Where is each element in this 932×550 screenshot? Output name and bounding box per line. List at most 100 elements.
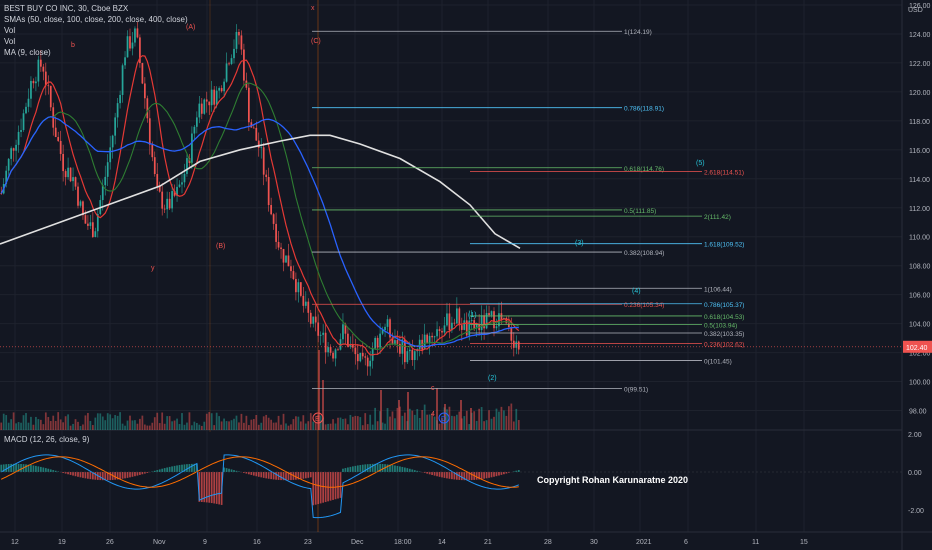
candle-body [349,343,352,347]
time-tick-label: 6 [684,539,688,546]
macd-histogram-bar [262,472,265,478]
volume-bar [181,413,183,430]
macd-histogram-bar [69,472,72,475]
candle-body [87,223,89,226]
macd-histogram-bar [49,469,52,472]
volume-bar [488,410,490,430]
candle-body [438,329,441,331]
candle-body [245,80,248,88]
wave-marker-circle [312,412,324,424]
candle-body [228,63,230,65]
volume-bar [136,423,139,430]
volume-bar [510,403,513,430]
volume-bar [366,424,369,430]
candle-body [20,130,22,132]
volume-bar [478,408,481,430]
volume-bar [490,418,493,430]
macd-line [0,454,519,519]
macd-histogram-bar [141,472,144,475]
macd-histogram-bar [158,469,161,472]
candle-body [342,324,344,340]
candle-body [109,147,112,163]
price-tick-label: 126.00 [909,3,931,10]
volume-bar [334,423,337,430]
volume-bar [309,413,312,430]
macd-histogram-bar [198,472,201,502]
candle-body [411,349,414,361]
macd-histogram-bar [465,472,468,481]
candle-body [178,184,181,187]
volume-bar [156,412,159,430]
legend-smas[interactable]: SMAs (50, close, 100, close, 200, close,… [4,15,188,24]
macd-tick-label: -2.00 [908,508,924,515]
macd-histogram-bar [2,464,5,472]
macd-legend[interactable]: MACD (12, 26, close, 9) [4,435,90,444]
macd-histogram-bar [441,472,443,478]
macd-histogram-bar [448,472,451,479]
volume-bar [168,416,171,430]
candle-body [468,320,471,336]
macd-histogram-bar [233,470,235,472]
candle-body [314,316,317,323]
macd-histogram-bar [285,472,287,481]
candle-body [218,88,221,91]
volume-spike [407,392,409,430]
volume-bar [485,420,488,430]
macd-histogram-bar [247,472,250,475]
volume-bar [176,418,178,430]
volume-bar [183,424,186,430]
volume-bar [418,417,421,430]
legend-ma[interactable]: MA (9, close) [4,48,51,57]
volume-bar [77,421,79,430]
legend-symbol[interactable]: BEST BUY CO INC, 30, Cboe BZX [4,4,129,13]
macd-histogram-bar [498,472,500,476]
candle-body [213,89,216,105]
candle-body [94,231,97,237]
macd-histogram-bar [99,472,102,481]
time-tick-label: 16 [253,539,261,546]
volume-bar [327,423,329,430]
candle-body [193,126,196,134]
candle-body [49,85,52,108]
volume-bar [119,412,121,430]
volume-bar [94,417,97,430]
candle-body [225,63,228,82]
candle-body [158,186,161,192]
volume-bar [228,421,230,430]
candle-body [507,323,510,328]
volume-bar [451,415,453,430]
candle-body [101,185,104,201]
macd-histogram-bar [47,468,50,472]
candle-body [490,311,493,316]
volume-bar [116,415,119,430]
macd-histogram-bar [366,464,369,472]
macd-histogram-bar [433,472,436,476]
macd-histogram-bar [428,472,431,475]
legend-vol-1[interactable]: Vol [4,26,16,35]
macd-histogram-bar [332,472,334,500]
candle-body [290,266,292,272]
price-tick-label: 106.00 [909,293,931,300]
candle-body [186,158,188,174]
volume-bar [215,412,218,430]
candle-body [116,103,119,118]
volume-bar [69,425,72,430]
candle-body [153,157,156,175]
candle-body [384,326,386,331]
candle-body [181,182,183,185]
volume-bar [188,412,191,430]
candle-body [42,66,45,72]
macd-histogram-bar [37,466,40,472]
volume-bar [361,425,364,430]
macd-histogram-bar [151,471,154,472]
candle-body [381,330,384,334]
candle-body [47,85,50,87]
volume-bar [270,419,273,430]
candle-body [238,31,240,36]
legend-vol-2[interactable]: Vol [4,37,16,46]
macd-histogram-bar [12,463,15,472]
volume-bar [277,415,280,430]
volume-bar [285,423,287,430]
candle-body [446,313,448,326]
